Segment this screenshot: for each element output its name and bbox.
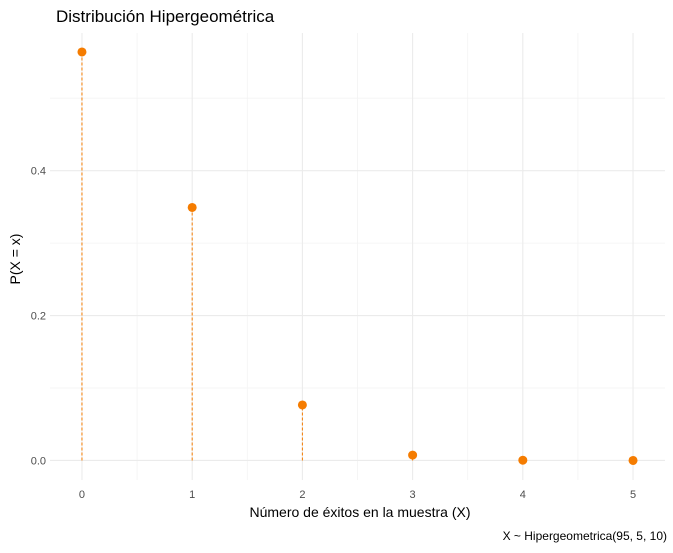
- data-point: [187, 202, 197, 212]
- x-tick-label: 4: [520, 489, 526, 501]
- data-point: [628, 455, 638, 465]
- x-tick-labels: 0 1 2 3 4 5: [79, 489, 636, 501]
- chart-caption: X ~ Hipergeometrica(95, 5, 10): [502, 529, 667, 543]
- y-tick-label: 0.4: [31, 166, 46, 178]
- data-point: [408, 450, 418, 460]
- data-point: [518, 455, 528, 465]
- x-axis-label: Número de éxitos en la muestra (X): [250, 504, 471, 520]
- x-tick-label: 1: [189, 489, 195, 501]
- data-point: [77, 47, 87, 57]
- x-tick-label: 3: [410, 489, 416, 501]
- y-tick-label: 0.0: [31, 455, 46, 467]
- y-axis-label: P(X = x): [7, 234, 23, 285]
- y-tick-label: 0.2: [31, 311, 46, 323]
- points: [77, 47, 638, 465]
- x-tick-label: 0: [79, 489, 85, 501]
- data-point: [297, 400, 307, 410]
- y-tick-labels: 0.0 0.2 0.4: [31, 166, 46, 468]
- chart-title: Distribución Hipergeométrica: [56, 7, 275, 26]
- grid-minor: [50, 33, 665, 480]
- x-tick-label: 5: [630, 489, 636, 501]
- x-tick-label: 2: [299, 489, 305, 501]
